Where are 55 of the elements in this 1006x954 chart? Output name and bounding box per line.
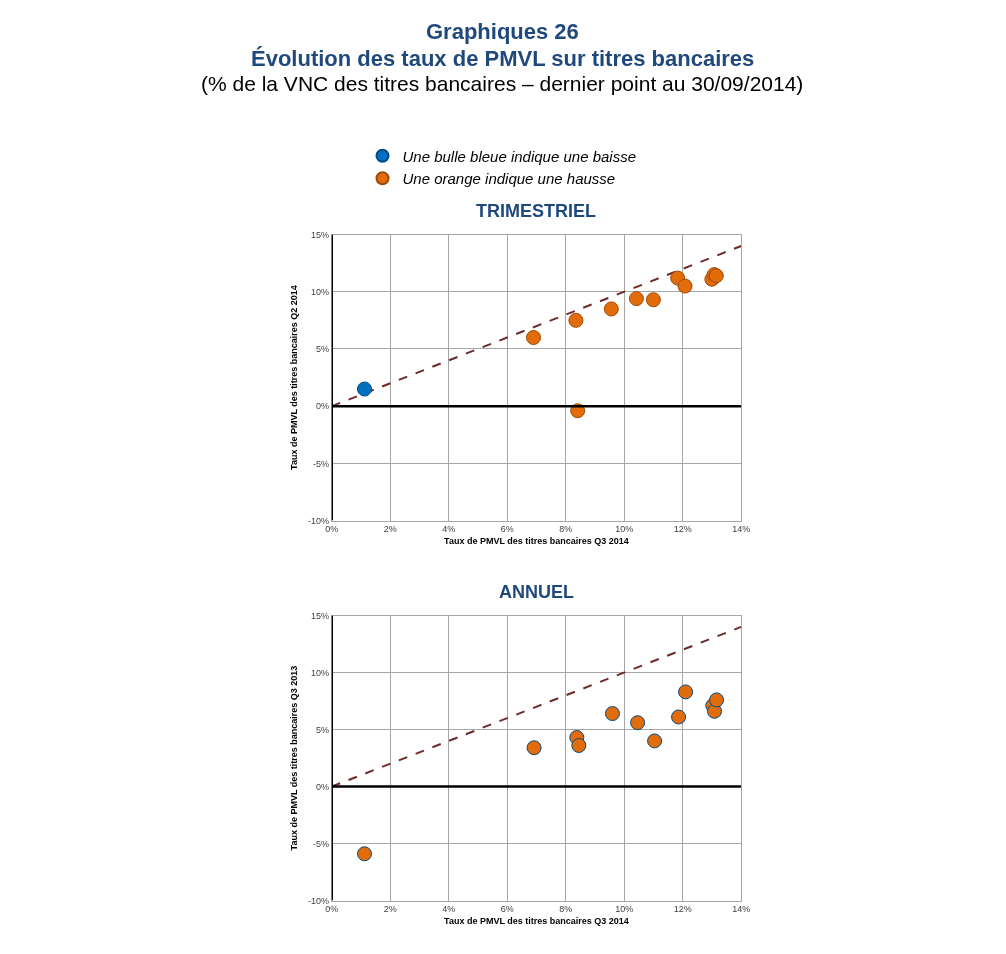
x-tick-label: 10%	[615, 904, 634, 915]
x-tick-label: 4%	[442, 904, 456, 915]
point	[709, 692, 725, 708]
x-tick-label: 0%	[325, 524, 339, 535]
text: Évolution des taux de PMVL sur titres bancaires	[251, 46, 755, 71]
x-tick-label: 2%	[383, 904, 397, 915]
x-tick-label: 8%	[559, 904, 573, 915]
x-tick-label: 2%	[383, 524, 397, 535]
point	[357, 846, 372, 862]
point	[603, 301, 619, 317]
point	[604, 706, 620, 722]
y-tick-label: -10%	[307, 895, 329, 906]
x-tick-label: 6%	[500, 904, 514, 915]
point	[630, 715, 646, 731]
legend-label: Une orange indique une hausse	[402, 170, 616, 188]
y-tick-label: -5%	[312, 458, 329, 469]
y-tick-label: 0%	[315, 401, 329, 412]
point	[678, 684, 694, 700]
y-tick-label: 10%	[310, 667, 329, 678]
chart-title: ANNUEL	[499, 582, 574, 602]
text: (% de la VNC des titres bancaires – dernier point au 30/09/2014)	[201, 72, 804, 95]
chart-title: TRIMESTRIEL	[476, 201, 596, 221]
y-tick-label: 15%	[310, 610, 329, 621]
point	[568, 312, 584, 328]
x-tick-label: 10%	[615, 524, 634, 535]
x-tick-label: 12%	[673, 524, 692, 535]
y-tick-label: -5%	[312, 838, 329, 849]
legend-label: Une bulle bleue indique une baisse	[402, 147, 637, 165]
point	[628, 291, 644, 307]
x-tick-label: 12%	[673, 904, 692, 915]
x-tick-label: 4%	[442, 524, 456, 535]
point	[526, 740, 542, 756]
point	[571, 737, 587, 753]
point	[671, 709, 687, 725]
point	[526, 330, 542, 346]
y-tick-label: 5%	[315, 724, 329, 735]
point	[357, 381, 372, 397]
y-tick-label: 0%	[315, 781, 329, 792]
y-tick-label: 5%	[315, 344, 329, 355]
x-axis-title: Taux de PMVL des titres bancaires Q3 2014	[444, 536, 629, 547]
x-axis-title: Taux de PMVL des titres bancaires Q3 2014	[444, 916, 629, 927]
y-tick-label: 15%	[310, 229, 329, 240]
x-tick-label: 6%	[500, 524, 514, 535]
text: Graphiques 26	[426, 19, 579, 44]
x-tick-label: 14%	[732, 524, 751, 535]
point	[677, 278, 693, 294]
y-tick-label: -10%	[307, 515, 329, 526]
y-tick-label: 10%	[310, 286, 329, 297]
point	[645, 292, 661, 308]
y-axis-title: Taux de PMVL des titres bancaires Q2 2014	[289, 285, 300, 470]
point	[647, 733, 663, 749]
x-tick-label: 0%	[325, 904, 339, 915]
x-tick-label: 14%	[732, 904, 751, 915]
y-axis-title: Taux de PMVL des titres bancaires Q3 2013	[289, 665, 300, 851]
x-tick-label: 8%	[559, 524, 573, 535]
